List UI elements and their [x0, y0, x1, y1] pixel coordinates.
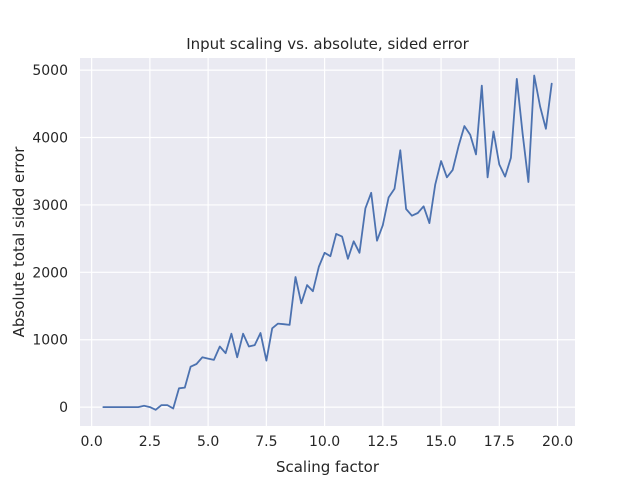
chart-title: Input scaling vs. absolute, sided error	[186, 35, 469, 53]
x-tick-label: 17.5	[484, 434, 515, 450]
x-tick-label: 12.5	[367, 434, 398, 450]
x-tick-label: 5.0	[197, 434, 219, 450]
plot-area	[80, 58, 575, 426]
x-tick-label: 15.0	[425, 434, 456, 450]
y-ticks: 0 1000 2000 3000 4000 5000	[32, 63, 68, 416]
x-tick-label: 0.0	[81, 434, 103, 450]
y-tick-label: 3000	[32, 198, 68, 214]
x-ticks: 0.0 2.5 5.0 7.5 10.0 12.5 15.0 17.5 20.0	[81, 434, 574, 450]
y-tick-label: 4000	[32, 131, 68, 147]
x-tick-label: 10.0	[309, 434, 340, 450]
series-line	[102, 74, 553, 411]
x-axis-label: Scaling factor	[276, 458, 380, 476]
x-tick-label: 7.5	[255, 434, 277, 450]
x-tick-label: 2.5	[139, 434, 161, 450]
y-tick-label: 0	[59, 400, 68, 416]
y-tick-label: 1000	[32, 333, 68, 349]
y-tick-label: 2000	[32, 265, 68, 281]
y-tick-label: 5000	[32, 63, 68, 79]
series-layer	[102, 74, 553, 411]
x-tick-label: 20.0	[542, 434, 573, 450]
y-axis-label: Absolute total sided error	[10, 146, 28, 338]
